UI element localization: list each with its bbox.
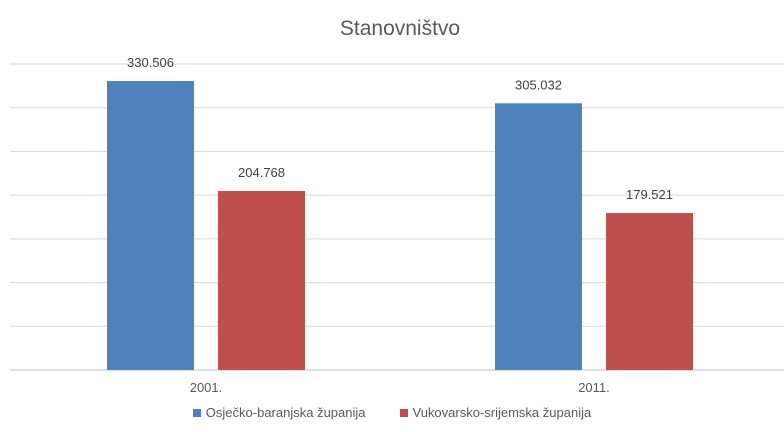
bar-2011-series-2 xyxy=(606,213,693,370)
legend-item-series-2: Vukovarsko-srijemska županija xyxy=(399,405,592,420)
bar-2001-series-1 xyxy=(107,81,194,370)
x-axis-ticks: 2001. 2011. xyxy=(190,380,610,395)
data-label-2011-series-1: 305.032 xyxy=(515,77,562,92)
x-tick-label: 2001. xyxy=(190,380,223,395)
data-label-2001-series-1: 330.506 xyxy=(127,55,174,70)
data-labels: 330.506 204.768 305.032 179.521 xyxy=(127,55,673,202)
bar-2001-series-2 xyxy=(218,190,305,370)
data-label-2001-series-2: 204.768 xyxy=(238,165,285,180)
legend-label-series-1: Osječko-baranjska županija xyxy=(205,405,366,420)
bar-2011-series-1 xyxy=(495,103,582,370)
x-tick-label: 2011. xyxy=(578,380,610,395)
legend-item-series-1: Osječko-baranjska županija xyxy=(192,405,366,420)
legend-label-series-2: Vukovarsko-srijemska županija xyxy=(412,405,592,420)
data-label-2011-series-2: 179.521 xyxy=(626,187,673,202)
bars xyxy=(107,81,693,370)
bar-chart: Stanovništvo 330.506 204.768 305.032 179.52… xyxy=(10,17,784,395)
chart-title: Stanovništvo xyxy=(340,17,460,40)
legend-swatch-series-2 xyxy=(399,408,408,417)
legend: Osječko-baranjska županija Vukovarsko-sr… xyxy=(0,405,784,420)
legend-swatch-series-1 xyxy=(192,408,201,417)
